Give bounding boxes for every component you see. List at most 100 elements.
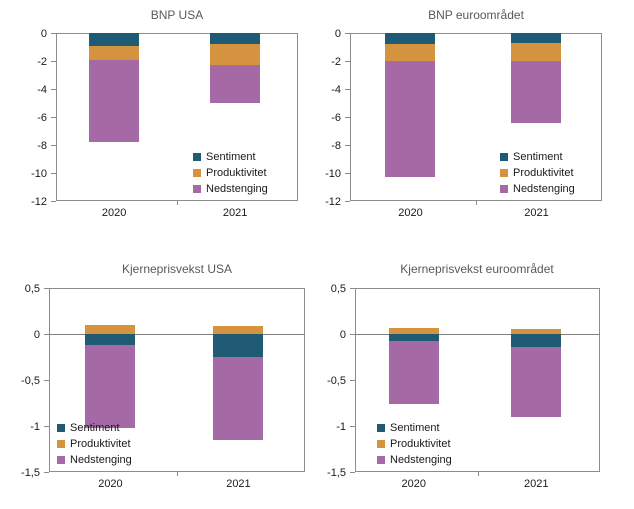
legend-marker-icon [193, 153, 201, 161]
bar-segment-nedstenging [388, 341, 439, 404]
y-axis-tick [345, 33, 350, 34]
bar-segment-sentiment [213, 334, 264, 357]
x-axis-category-label: 2021 [524, 478, 549, 490]
bar-segment-produktivitet [85, 324, 136, 334]
y-axis-tick [44, 472, 49, 473]
legend-marker-icon [57, 456, 65, 464]
legend-item: Nedstenging [377, 452, 452, 468]
legend-item-label: Produktivitet [513, 167, 574, 179]
legend-item-label: Sentiment [70, 422, 120, 434]
y-axis-tick-label: 0,5 [330, 282, 346, 295]
y-axis-tick-label: -2 [37, 55, 47, 68]
y-axis-tick-label: -8 [331, 139, 341, 152]
x-axis-category-label: 2020 [398, 207, 423, 219]
plot-area [49, 288, 305, 472]
x-axis-category-label: 2021 [222, 207, 248, 219]
y-axis-tick-label: -4 [331, 83, 341, 96]
legend-item-label: Produktivitet [390, 438, 451, 450]
legend-marker-icon [193, 185, 201, 193]
y-axis-tick-label: -6 [37, 111, 47, 124]
chart-title: BNP euroområdet [428, 8, 524, 22]
chart-title: Kjerneprisvekst euroområdet [400, 262, 554, 276]
y-axis-tick [350, 426, 355, 427]
y-axis-tick-label: -4 [37, 83, 47, 96]
y-axis-tick [51, 117, 56, 118]
bar-segment-nedstenging [213, 357, 264, 440]
y-axis-tick-label: -0,5 [327, 374, 346, 387]
legend-item: Nedstenging [57, 452, 132, 468]
y-axis-tick [51, 89, 56, 90]
y-axis-tick [44, 288, 49, 289]
y-axis-tick [44, 426, 49, 427]
chart-title: Kjerneprisvekst USA [121, 262, 233, 276]
legend-marker-icon [500, 153, 508, 161]
x-axis-category-label: 2020 [401, 478, 427, 490]
x-axis-category-label: 2020 [98, 478, 123, 490]
chart-title: BNP USA [150, 8, 204, 22]
legend-marker-icon [500, 169, 508, 177]
y-axis-tick-label: -1 [336, 420, 346, 433]
bar-segment-sentiment [511, 33, 562, 43]
bar-segment-nedstenging [511, 346, 562, 417]
legend-item-label: Sentiment [390, 422, 440, 434]
legend-item: Produktivitet [377, 436, 452, 452]
y-axis-tick [350, 472, 355, 473]
legend-item-label: Nedstenging [390, 454, 452, 466]
y-axis-tick-label: -6 [331, 111, 341, 124]
bar-segment-produktivitet [511, 329, 562, 334]
y-axis-tick [345, 201, 350, 202]
legend-marker-icon [500, 185, 508, 193]
y-axis-tick [345, 89, 350, 90]
y-axis-tick [345, 145, 350, 146]
y-axis-tick [51, 145, 56, 146]
y-axis-tick [345, 117, 350, 118]
legend: Sentiment Produktivitet Nedstenging [193, 149, 268, 197]
legend: Sentiment Produktivitet Nedstenging [377, 420, 452, 468]
x-axis-tick [476, 201, 477, 205]
legend-item-label: Produktivitet [70, 438, 131, 450]
y-axis-tick [350, 334, 355, 335]
bar-segment-produktivitet [89, 45, 140, 60]
legend-marker-icon [57, 440, 65, 448]
y-axis-tick-label: -10 [31, 167, 47, 180]
legend-marker-icon [377, 456, 385, 464]
legend-item: Nedstenging [500, 181, 575, 197]
bar-segment-nedstenging [385, 61, 436, 178]
y-axis-tick-label: -10 [325, 167, 341, 180]
legend-item: Sentiment [500, 149, 575, 165]
x-axis-tick [177, 201, 178, 205]
y-axis-tick-label: 0 [33, 328, 40, 341]
legend-marker-icon [377, 440, 385, 448]
y-axis-tick [44, 334, 49, 335]
legend-item: Produktivitet [193, 165, 268, 181]
x-axis-tick [477, 472, 479, 476]
y-axis-tick-label: 0 [40, 27, 47, 40]
zero-line [49, 334, 305, 335]
y-axis-tick-label: -8 [37, 139, 47, 152]
bar-segment-sentiment [385, 33, 436, 45]
y-axis-tick [51, 173, 56, 174]
bar-segment-sentiment [388, 334, 439, 342]
bar-segment-nedstenging [85, 345, 136, 428]
bar-segment-produktivitet [388, 328, 439, 334]
x-axis-category-label: 2021 [226, 478, 251, 490]
legend-item: Sentiment [57, 420, 132, 436]
y-axis-tick-label: -1 [30, 420, 40, 433]
bar-segment-sentiment [511, 334, 562, 347]
y-axis-tick [345, 61, 350, 62]
bar-segment-produktivitet [511, 42, 562, 61]
y-axis-tick-label: -0,5 [21, 374, 40, 387]
plot-area [56, 33, 298, 201]
legend-item: Produktivitet [57, 436, 132, 452]
x-axis-tick [177, 472, 178, 476]
legend-item: Sentiment [377, 420, 452, 436]
y-axis-tick [51, 201, 56, 202]
bar-segment-nedstenging [89, 59, 140, 143]
y-axis-tick-label: 0 [339, 328, 346, 341]
legend-marker-icon [193, 169, 201, 177]
